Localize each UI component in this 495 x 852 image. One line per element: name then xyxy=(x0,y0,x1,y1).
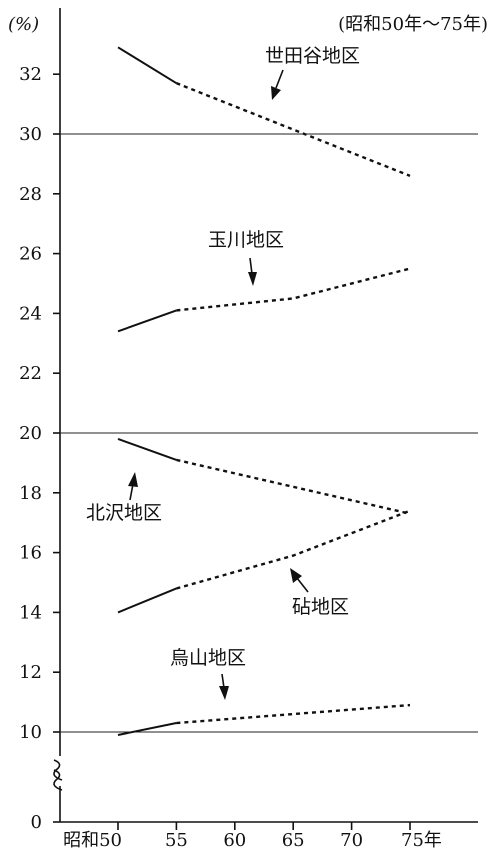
series-line-0-dotted xyxy=(175,82,411,177)
axis-break-mark xyxy=(53,759,63,781)
series-lines xyxy=(117,46,411,736)
series-line-4-dotted xyxy=(176,703,411,725)
x-tick-label-0: 昭和50 xyxy=(63,830,122,851)
series-label-setagaya: 世田谷地区 xyxy=(265,45,360,67)
x-tick-label-5: 75年 xyxy=(401,830,442,851)
y-unit-label: (%) xyxy=(8,14,39,35)
x-tick-label-4: 70 xyxy=(340,830,363,851)
y-tick-label-28: 28 xyxy=(19,184,42,205)
y-tick-label-18: 18 xyxy=(19,483,42,504)
x-tick-label-3: 65 xyxy=(282,830,305,851)
series-line-3-dotted xyxy=(176,509,411,590)
series-label-kitazawa: 北沢地区 xyxy=(86,502,162,524)
series-label-tamagawa: 玉川地区 xyxy=(208,229,284,251)
y-ticks: 10 12 14 16 18 20 22 24 26 28 30 32 xyxy=(19,64,60,743)
x-tick-label-2: 60 xyxy=(223,830,246,851)
pointer-arrow-kitazawa xyxy=(128,472,138,501)
pointer-arrow-tamagawa xyxy=(248,257,257,286)
y-tick-label-22: 22 xyxy=(19,363,42,384)
y-tick-label-zero: 0 xyxy=(31,812,42,833)
series-line-2-dotted xyxy=(176,458,411,515)
series-label-kinuta: 砧地区 xyxy=(292,596,349,618)
series-line-1-solid xyxy=(117,309,177,333)
y-tick-label-30: 30 xyxy=(19,124,42,145)
series-line-4-solid xyxy=(117,722,177,736)
series-line-1-dotted xyxy=(176,267,411,312)
x-ticks: 昭和50 55 60 65 70 75年 xyxy=(63,822,442,851)
y-tick-label-20: 20 xyxy=(19,423,42,444)
series-line-3-solid xyxy=(117,587,177,614)
y-tick-label-10: 10 xyxy=(19,722,42,743)
x-tick-label-1: 55 xyxy=(165,830,188,851)
reference-lines xyxy=(60,133,478,733)
series-label-karasuyama: 烏山地区 xyxy=(170,647,246,669)
y-tick-label-32: 32 xyxy=(19,64,42,85)
series-line-2-solid xyxy=(117,438,177,461)
axis-break-mark-2 xyxy=(53,769,63,791)
series-labels: 世田谷地区 玉川地区 北沢地区 砧地区 烏山地区 xyxy=(86,45,360,669)
y-tick-label-12: 12 xyxy=(19,662,42,683)
y-tick-label-26: 26 xyxy=(19,244,42,265)
series-line-0-solid xyxy=(117,46,177,85)
pointer-arrow-karasuyama xyxy=(219,673,229,700)
pointer-arrow-kinuta xyxy=(290,568,309,593)
label-pointers xyxy=(128,69,309,700)
period-label: (昭和50年～75年) xyxy=(338,14,488,35)
y-tick-label-16: 16 xyxy=(19,543,42,564)
y-tick-label-14: 14 xyxy=(19,602,42,623)
y-tick-label-24: 24 xyxy=(19,303,42,324)
axes: 0 xyxy=(31,8,478,833)
pointer-arrow-setagaya xyxy=(271,69,284,100)
